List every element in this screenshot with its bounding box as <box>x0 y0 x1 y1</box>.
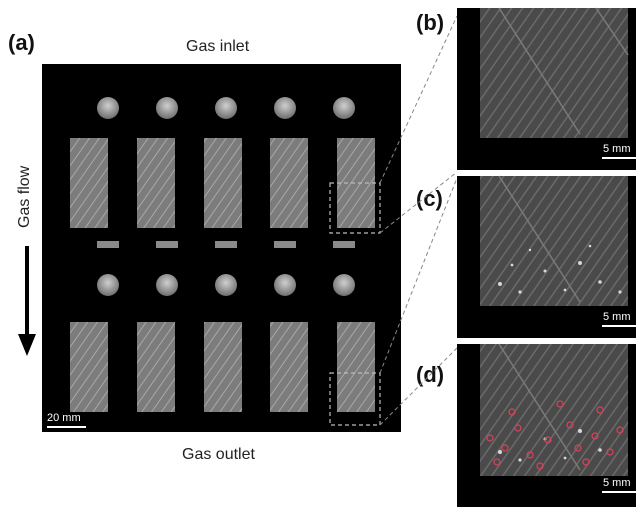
main-photo <box>42 64 401 432</box>
bottom-sample-row <box>70 322 375 412</box>
top-sample-row <box>70 138 375 228</box>
panel-label-c: (c) <box>416 186 443 211</box>
inset-b <box>457 7 636 170</box>
inset-c-scale-text: 5 mm <box>603 311 631 323</box>
top-disc-row <box>97 97 355 119</box>
bottom-disc-row <box>97 274 355 296</box>
gas-flow-arrow <box>18 246 36 356</box>
droplet-markers <box>486 400 624 470</box>
main-scale-text: 20 mm <box>47 412 81 424</box>
inset-d-scale-text: 5 mm <box>603 477 631 489</box>
gas-outlet-label: Gas outlet <box>182 446 255 463</box>
panel-label-b: (b) <box>416 10 445 35</box>
gas-inlet-label: Gas inlet <box>186 38 250 55</box>
zoom-connectors <box>379 15 458 426</box>
zoom-box-bottom <box>329 372 381 426</box>
panel-label-a: (a) <box>8 30 35 55</box>
inset-c <box>457 175 636 338</box>
inset-d <box>457 343 636 507</box>
inset-b-scale-text: 5 mm <box>603 143 631 155</box>
zoom-box-top <box>329 182 381 234</box>
small-bar-row <box>97 241 355 248</box>
